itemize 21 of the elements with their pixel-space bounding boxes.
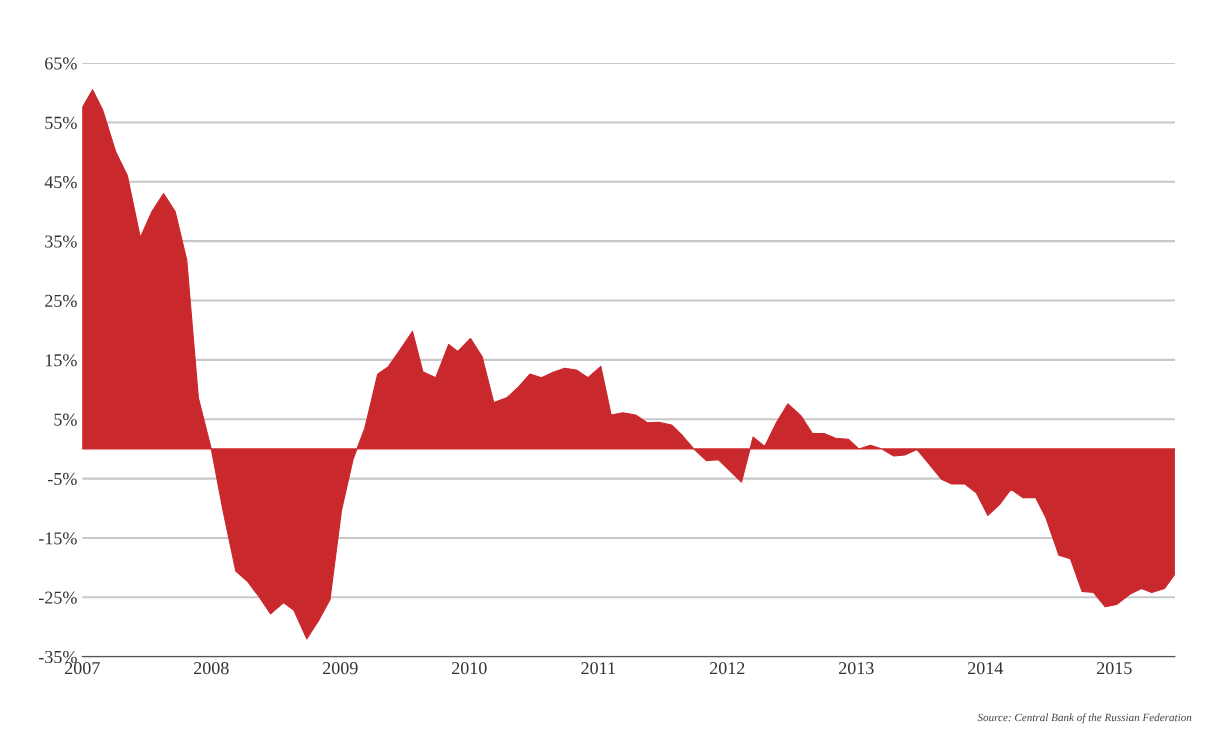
x-tick-label: 2012 bbox=[710, 662, 745, 675]
y-tick-label: 5% bbox=[54, 413, 77, 426]
y-tick-label: -5% bbox=[48, 472, 77, 486]
x-tick-label: 2010 bbox=[452, 662, 487, 675]
y-tick-label: 25% bbox=[45, 294, 77, 308]
source-note: Source: Central Bank of the Russian Federation bbox=[977, 713, 1192, 724]
y-tick-label: 55% bbox=[45, 116, 77, 129]
x-tick-label: 2014 bbox=[968, 662, 1004, 675]
y-tick-label: 65% bbox=[45, 57, 77, 70]
x-tick-label: 2009 bbox=[323, 662, 358, 675]
x-tick-label: 2013 bbox=[839, 662, 874, 675]
y-tick-label: -35% bbox=[38, 650, 77, 664]
y-tick-label: 35% bbox=[45, 235, 77, 248]
x-tick-label: 2015 bbox=[1097, 662, 1132, 675]
x-tick-label: 2007 bbox=[65, 662, 100, 675]
x-tick-label: 2008 bbox=[194, 662, 229, 675]
y-tick-label: -25% bbox=[38, 591, 77, 604]
y-tick-label: -15% bbox=[38, 532, 77, 545]
x-tick-label: 2011 bbox=[581, 662, 615, 675]
y-tick-label: 15% bbox=[45, 354, 77, 367]
y-tick-label: 45% bbox=[44, 176, 77, 189]
